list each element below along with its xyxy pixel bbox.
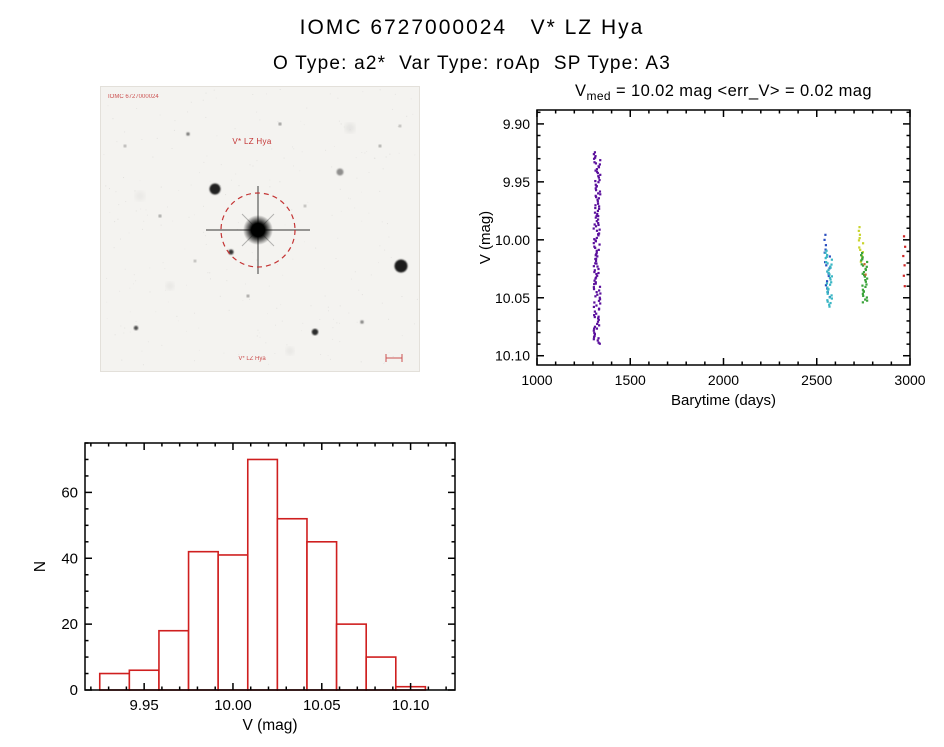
y-tick-label: 10.10	[495, 348, 530, 364]
field-star	[311, 328, 319, 336]
y-tick-label: 40	[61, 550, 78, 567]
x-tick-label: 1500	[615, 372, 646, 388]
y-tick-label: 20	[61, 616, 78, 633]
y-axis-label: V (mag)	[477, 211, 494, 264]
y-axis-label: N	[32, 561, 49, 572]
x-tick-label: 2000	[708, 372, 739, 388]
target-star	[206, 186, 310, 274]
series-epoch3-green	[860, 251, 869, 304]
series-epoch2-cyan	[824, 249, 833, 308]
faint-smudges	[135, 123, 355, 355]
histogram-bar	[98, 672, 131, 691]
y-tick-label: 9.90	[503, 116, 530, 132]
field-star	[209, 183, 221, 195]
field-star	[303, 204, 307, 208]
x-tick-label: 2500	[801, 372, 832, 388]
field-star	[360, 320, 364, 324]
histogram-bar	[246, 458, 279, 691]
target-marker-circle	[220, 192, 296, 268]
histogram-bar	[217, 554, 249, 691]
y-tick-label: 10.05	[495, 290, 530, 306]
y-tick-label: 9.95	[503, 174, 530, 190]
series-epoch3-orange	[863, 263, 867, 276]
axes	[84, 442, 456, 691]
page-title: IOMC 6727000024 V* LZ Hya	[299, 16, 645, 39]
field-star	[394, 259, 408, 273]
x-axis-label: Barytime (days)	[671, 392, 776, 409]
lightcurve-plot: 1000 1500 2000 2500 3000 9.90 9.95 10.00 10.05 10…	[477, 82, 926, 409]
image-noise	[103, 89, 418, 366]
histogram-bars	[98, 458, 427, 691]
field-stars	[123, 122, 408, 336]
chart-header-text: IOMC 6727000024	[108, 94, 159, 100]
field-star	[398, 124, 402, 128]
y-tick-label: 0	[70, 682, 78, 699]
field-star	[246, 294, 250, 298]
chart-footer-text: V* LZ Hya	[238, 356, 266, 362]
histogram-bar	[306, 541, 338, 691]
series-epoch4-red	[902, 235, 907, 288]
field-star	[186, 132, 190, 136]
axis-text: 9.95 10.00 10.05 10.10 0 20 40 60 V (mag) N	[32, 484, 429, 734]
x-tick-label: 10.05	[303, 697, 341, 714]
histogram-bar	[365, 656, 397, 691]
x-axis-label: V (mag)	[242, 717, 297, 734]
histogram-bar	[276, 517, 308, 691]
lightcurve-title: Vmed = 10.02 mag <err_V> = 0.02 mag	[575, 82, 872, 103]
field-star	[336, 168, 344, 176]
x-tick-label: 3000	[894, 372, 925, 388]
histogram-bar	[187, 550, 219, 691]
axes	[536, 109, 911, 366]
x-tick-label: 9.95	[130, 697, 159, 714]
scale-bar	[385, 354, 403, 362]
finding-chart-image: V* LZ Hya IOMC 6727000024 V* LZ Hya	[100, 86, 420, 372]
x-tick-label: 10.00	[214, 697, 252, 714]
x-tick-label: 10.10	[392, 697, 430, 714]
y-tick-label: 10.00	[495, 232, 530, 248]
histogram-bar	[335, 623, 367, 691]
y-tick-label: 60	[61, 484, 78, 501]
magnitude-histogram: 9.95 10.00 10.05 10.10 0 20 40 60 V (mag) N	[32, 442, 456, 734]
field-star	[123, 144, 127, 148]
page-subtitle: O Type: a2* Var Type: roAp SP Type: A3	[273, 53, 671, 74]
axis-text: 1000 1500 2000 2500 3000 9.90 9.95 10.00 10.05 10…	[477, 116, 926, 409]
field-star	[133, 325, 139, 331]
field-star	[378, 144, 382, 148]
field-star	[278, 122, 282, 126]
star-label: V* LZ Hya	[232, 137, 271, 146]
field-star	[158, 214, 162, 218]
histogram-bar	[158, 629, 190, 691]
series-epoch1-purple	[592, 151, 602, 345]
x-tick-label: 1000	[521, 372, 552, 388]
field-star	[193, 259, 197, 263]
